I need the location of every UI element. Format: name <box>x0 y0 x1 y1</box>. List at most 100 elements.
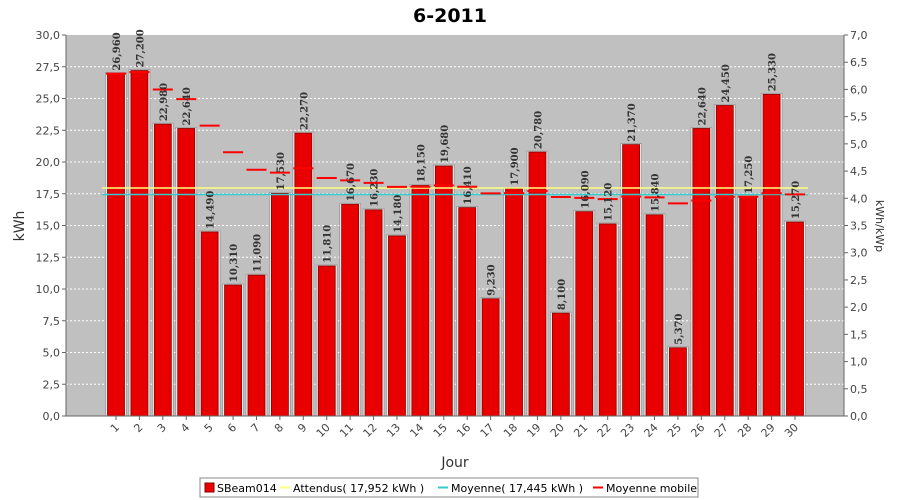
y2-tick-label: 3,5 <box>850 220 868 233</box>
data-label: 22,270 <box>299 92 310 130</box>
data-label: 22,640 <box>697 87 708 125</box>
y-tick-label: 15,0 <box>36 220 61 233</box>
data-label: 15,270 <box>791 181 802 219</box>
x-tick-label: 8 <box>272 421 286 435</box>
x-tick-label: 23 <box>618 421 637 440</box>
x-axis-label: Jour <box>440 455 469 471</box>
legend-label-mobile: Moyenne mobile <box>606 482 697 495</box>
legend: SBeam014 Attendus( 17,952 kWh ) Moyenne(… <box>199 477 699 498</box>
data-label: 24,450 <box>721 64 732 102</box>
x-tick-label: 2 <box>131 421 145 435</box>
bar <box>575 211 594 417</box>
bar <box>247 274 266 417</box>
bar <box>270 192 289 417</box>
data-label: 17,250 <box>744 156 755 194</box>
x-tick-label: 19 <box>524 421 543 440</box>
x-tick-label: 25 <box>665 421 684 440</box>
data-label: 10,310 <box>229 244 240 282</box>
x-tick-label: 5 <box>202 421 216 435</box>
legend-swatch-sbeam <box>204 482 215 493</box>
bar <box>715 105 734 417</box>
y2-tick-label: 5,0 <box>850 138 868 151</box>
bar <box>341 203 360 417</box>
data-label: 21,370 <box>627 103 638 141</box>
x-tick-label: 3 <box>155 421 169 435</box>
x-tick-label: 29 <box>759 421 778 440</box>
y-tick-label: 7,5 <box>43 315 61 328</box>
bar <box>200 231 219 417</box>
x-tick-label: 28 <box>735 421 754 440</box>
data-label: 17,900 <box>510 147 521 185</box>
x-tick-label: 30 <box>782 421 801 440</box>
bar <box>458 207 477 417</box>
bar <box>645 214 664 417</box>
x-tick-label: 6 <box>225 421 239 435</box>
bar <box>692 128 711 417</box>
bar <box>317 265 336 417</box>
data-label: 22,980 <box>159 83 170 121</box>
bar <box>434 165 453 417</box>
y-tick-label: 20,0 <box>36 156 61 169</box>
x-tick-label: 21 <box>571 421 590 440</box>
data-label: 27,200 <box>135 29 146 67</box>
data-label: 19,680 <box>440 125 451 163</box>
bar <box>107 73 125 417</box>
y2-tick-label: 4,0 <box>850 192 868 205</box>
bar <box>622 144 641 417</box>
data-label: 5,370 <box>674 313 685 344</box>
bar <box>153 123 172 417</box>
y2-tick-label: 2,0 <box>850 301 868 314</box>
data-labels: 26,960 27,200 22,980 22,640 14,490 10,310 11,0… <box>112 29 802 345</box>
data-label: 9,230 <box>487 264 498 295</box>
x-tick-label: 17 <box>478 421 497 440</box>
moving-average-marks <box>106 71 805 205</box>
y-axis-right: 0,0 0,5 1,0 1,5 2,0 2,5 3,0 3,5 4,0 4,5 5,0 5,5 6,0 6… <box>843 29 868 423</box>
x-tick-label: 9 <box>295 421 309 435</box>
data-label: 14,180 <box>393 195 404 233</box>
data-label: 15,840 <box>651 174 662 212</box>
x-tick-label: 14 <box>407 421 426 440</box>
y-tick-label: 12,5 <box>36 251 61 264</box>
x-tick-label: 24 <box>642 421 661 440</box>
x-tick-label: 18 <box>501 421 520 440</box>
data-label: 15,120 <box>604 183 615 221</box>
data-label: 16,230 <box>370 169 381 207</box>
bar <box>388 235 406 417</box>
x-tick-label: 26 <box>688 421 707 440</box>
y2-tick-label: 1,0 <box>850 356 868 369</box>
data-label: 17,530 <box>276 152 287 190</box>
data-label: 26,960 <box>112 32 123 70</box>
legend-box <box>199 477 699 498</box>
bar <box>762 93 781 417</box>
y2-tick-label: 7,0 <box>850 29 868 42</box>
y2-tick-label: 4,5 <box>850 165 868 178</box>
y2-axis-label: kWh/kWp <box>873 200 886 252</box>
y2-tick-label: 6,5 <box>850 56 868 69</box>
bar <box>294 132 313 417</box>
data-label: 16,670 <box>346 163 357 201</box>
y2-tick-label: 2,5 <box>850 274 868 287</box>
y2-tick-label: 0,0 <box>850 410 868 423</box>
data-label: 16,410 <box>463 166 474 204</box>
x-tick-label: 27 <box>712 421 731 440</box>
y-tick-label: 5,0 <box>43 347 61 360</box>
bar <box>481 298 500 417</box>
bar <box>598 223 617 417</box>
y-tick-label: 22,5 <box>36 124 61 137</box>
bar <box>411 185 430 417</box>
y2-tick-label: 5,5 <box>850 111 868 124</box>
bar <box>786 221 804 417</box>
data-label: 16,090 <box>580 170 591 208</box>
x-tick-label: 4 <box>178 421 192 435</box>
bars-group <box>105 69 806 417</box>
x-tick-label: 22 <box>595 421 614 440</box>
x-tick-label: 12 <box>361 421 380 440</box>
legend-label-attendus: Attendus( 17,952 kWh ) <box>293 482 424 495</box>
y-tick-label: 27,5 <box>36 61 61 74</box>
x-tick-label: 1 <box>108 421 122 435</box>
x-tick-label: 13 <box>384 421 403 440</box>
legend-label-moyenne: Moyenne( 17,445 kWh ) <box>451 482 583 495</box>
data-label: 8,100 <box>557 279 568 310</box>
data-label: 11,090 <box>252 234 263 272</box>
